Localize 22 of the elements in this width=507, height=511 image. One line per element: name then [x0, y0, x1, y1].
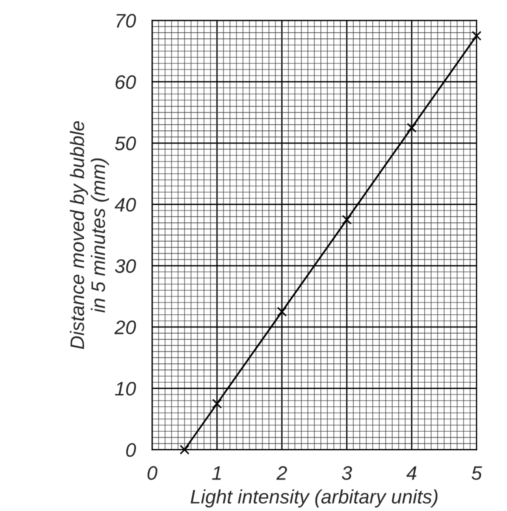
y-tick-label: 50	[114, 136, 136, 150]
y-tick-label: 20	[114, 320, 136, 334]
y-tick-label: 70	[116, 14, 136, 28]
y-tick-label: 60	[116, 75, 136, 89]
x-tick-label: 5	[472, 466, 482, 480]
point	[472, 30, 482, 41]
point	[342, 214, 352, 225]
x-tick-label: 3	[342, 466, 352, 480]
point	[406, 122, 417, 133]
y-tick-label: 40	[114, 198, 136, 212]
x-axis-title: Light intensity (arbitary units)	[190, 489, 438, 508]
y-tick-label: 0	[126, 443, 136, 457]
x-tick-label: 1	[212, 466, 221, 480]
x-tick-label: 4	[406, 466, 416, 480]
y-axis-title: Distance moved by bubble in 5 minutes (mm)	[70, 121, 109, 350]
point	[180, 444, 190, 455]
x-tick-label: 0	[148, 466, 158, 480]
point	[212, 398, 222, 409]
y-tick-label: 30	[114, 259, 136, 273]
y-tick-label: 10	[115, 382, 136, 396]
point	[277, 306, 287, 317]
x-tick-label: 2	[276, 466, 288, 480]
